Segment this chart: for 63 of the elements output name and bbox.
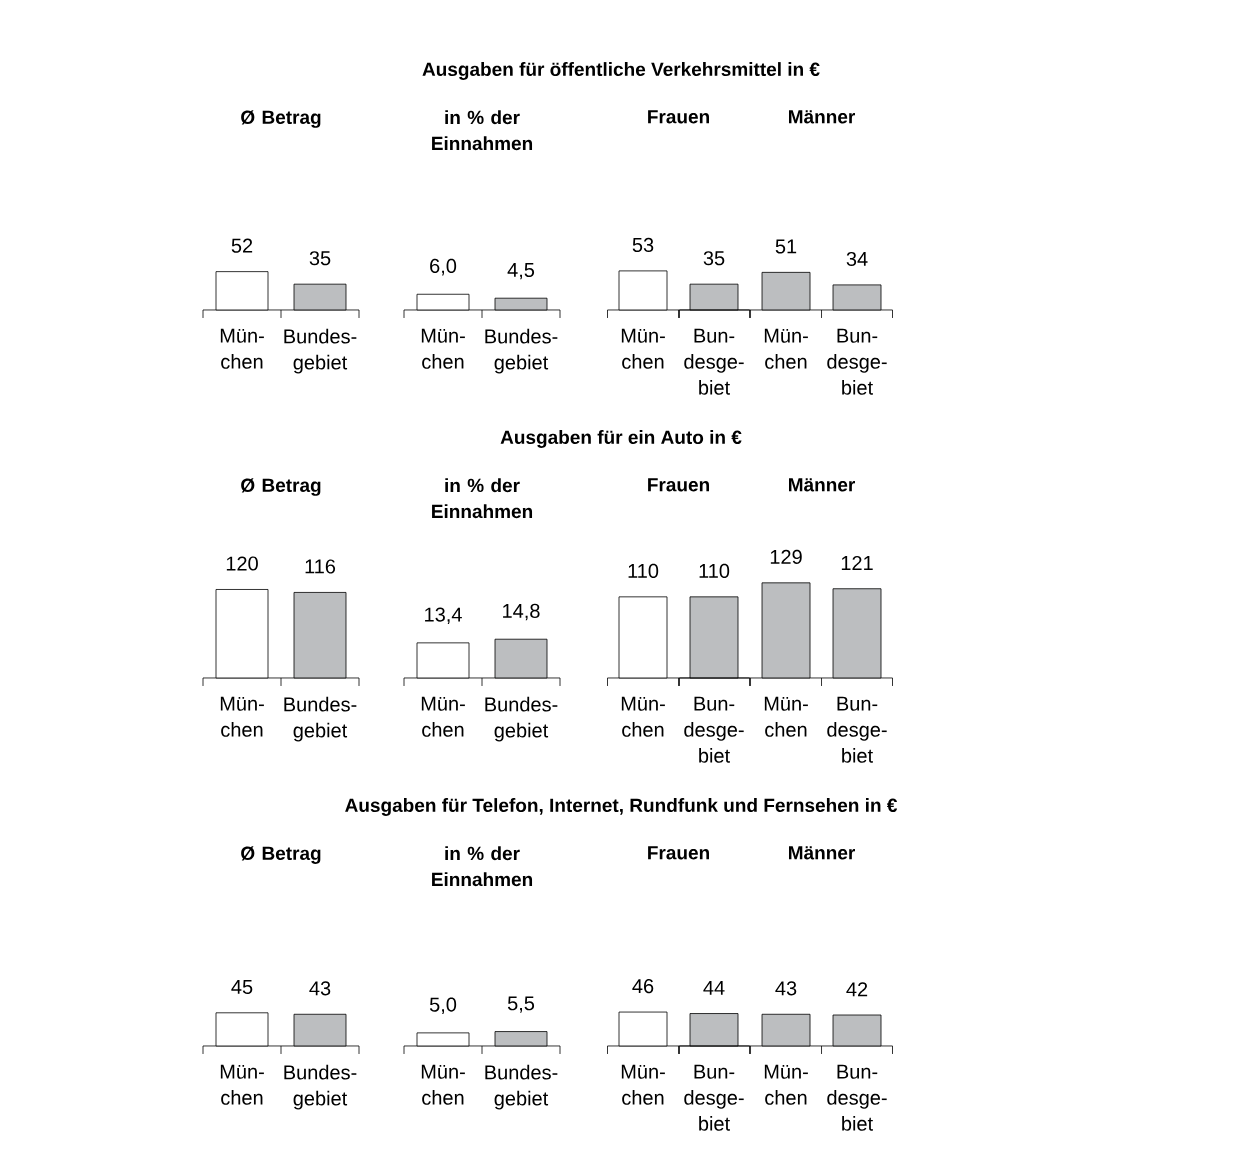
x-tick-label: Bun-desge-biet: [684, 328, 744, 395]
x-tick-label: Bundes-gebiet: [284, 696, 357, 742]
text: Ausgaben für öffentliche Verkehrsmittel in €: [422, 62, 820, 80]
data-label: 34: [846, 251, 868, 267]
data-label: 4,5: [507, 263, 535, 280]
x-tick-label: Mün-chen: [421, 696, 465, 737]
data-label: 44: [703, 980, 725, 995]
x-tick-label: Bun-desge-biet: [827, 696, 887, 763]
chart-subtitle: Männer: [789, 846, 856, 860]
x-tick-label: Bun-desge-biet: [684, 1064, 744, 1131]
x-tick-label: Mün-chen: [764, 328, 808, 369]
data-label: 5,5: [507, 996, 535, 1013]
data-label: 6,0: [430, 258, 457, 276]
x-tick-label: Bun-desge-biet: [827, 328, 887, 395]
data-label: 53: [632, 237, 654, 253]
data-label: 43: [309, 981, 331, 996]
text: Ausgaben für Telefon, Internet, Rundfunk und Fernsehen in €: [345, 798, 898, 816]
chart-subtitle: Ø Betrag: [241, 110, 321, 128]
text: Ausgaben für ein Auto in €: [500, 430, 742, 448]
data-label: 51: [775, 239, 797, 254]
chart-subtitle: Frauen: [648, 478, 709, 492]
data-label: 13,4: [425, 607, 462, 625]
chart-subtitle: in % der Einnahmen: [432, 846, 533, 887]
x-tick-label: Bundes-gebiet: [485, 1064, 558, 1110]
data-label: 116: [305, 559, 336, 574]
data-label: 121: [841, 555, 873, 570]
x-tick-label: Mün-chen: [621, 328, 665, 369]
x-tick-label: Bundes-gebiet: [284, 328, 357, 374]
x-tick-label: Bundes-gebiet: [485, 328, 558, 374]
data-label: 43: [775, 981, 797, 996]
x-tick-label: Mün-chen: [764, 1064, 808, 1105]
chart-subtitle: in % der Einnahmen: [432, 478, 533, 519]
data-label: 120: [226, 556, 258, 571]
chart-subtitle: Ø Betrag: [241, 478, 321, 496]
x-tick-label: Mün-chen: [220, 696, 264, 737]
data-label: 45: [231, 979, 253, 994]
data-label: 35: [309, 251, 331, 266]
data-label: 110: [628, 563, 659, 578]
x-tick-label: Mün-chen: [421, 328, 465, 369]
x-tick-label: Bundes-gebiet: [485, 696, 558, 742]
x-tick-label: Mün-chen: [621, 696, 665, 737]
data-label: 129: [770, 549, 802, 564]
x-tick-label: Bun-desge-biet: [684, 696, 744, 763]
chart-subtitle: Frauen: [648, 846, 709, 860]
x-tick-label: Mün-chen: [421, 1064, 465, 1105]
chart-subtitle: Männer: [789, 478, 856, 492]
data-label: 5,0: [429, 997, 457, 1015]
data-label: 42: [846, 982, 868, 997]
x-tick-label: Mün-chen: [220, 1064, 264, 1105]
data-label: 46: [632, 979, 654, 994]
data-label: 110: [699, 563, 730, 578]
chart-subtitle: Ø Betrag: [241, 846, 321, 864]
data-label: 52: [231, 238, 253, 253]
x-tick-label: Mün-chen: [220, 328, 264, 369]
x-tick-label: Mün-chen: [621, 1064, 665, 1105]
data-label: 14,8: [503, 603, 540, 621]
data-label: 35: [703, 251, 725, 266]
x-tick-label: Bundes-gebiet: [284, 1064, 357, 1110]
x-tick-label: Mün-chen: [764, 696, 808, 737]
chart-subtitle: Frauen: [648, 110, 709, 124]
chart-subtitle: Männer: [789, 110, 856, 124]
chart-subtitle: in % der Einnahmen: [432, 110, 533, 151]
x-tick-label: Bun-desge-biet: [827, 1064, 887, 1131]
